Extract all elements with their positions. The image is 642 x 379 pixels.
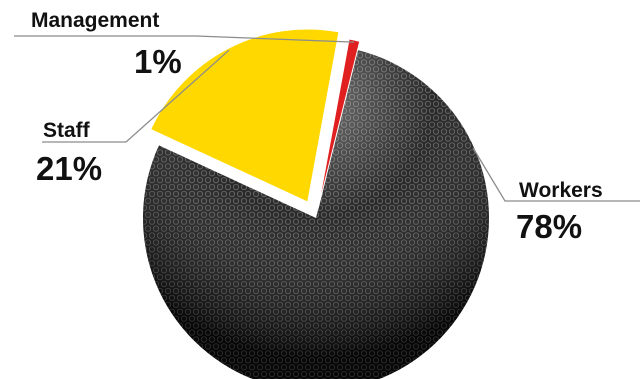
label-percent-workers: 78% bbox=[516, 208, 582, 245]
label-percent-management: 1% bbox=[134, 43, 182, 80]
pie-slice-management bbox=[317, 38, 361, 210]
leader-line-workers bbox=[472, 147, 640, 202]
leader-line-management bbox=[14, 35, 355, 43]
label-percent-staff: 21% bbox=[36, 150, 102, 187]
label-name-workers: Workers bbox=[519, 179, 603, 202]
slice-group-main bbox=[142, 50, 489, 379]
label-name-management: Management bbox=[31, 9, 159, 32]
label-name-staff: Staff bbox=[43, 119, 91, 142]
pie-slice-staff bbox=[150, 28, 340, 203]
pie-slice-workers-sheen bbox=[142, 50, 489, 379]
leader-line-staff bbox=[42, 49, 230, 143]
